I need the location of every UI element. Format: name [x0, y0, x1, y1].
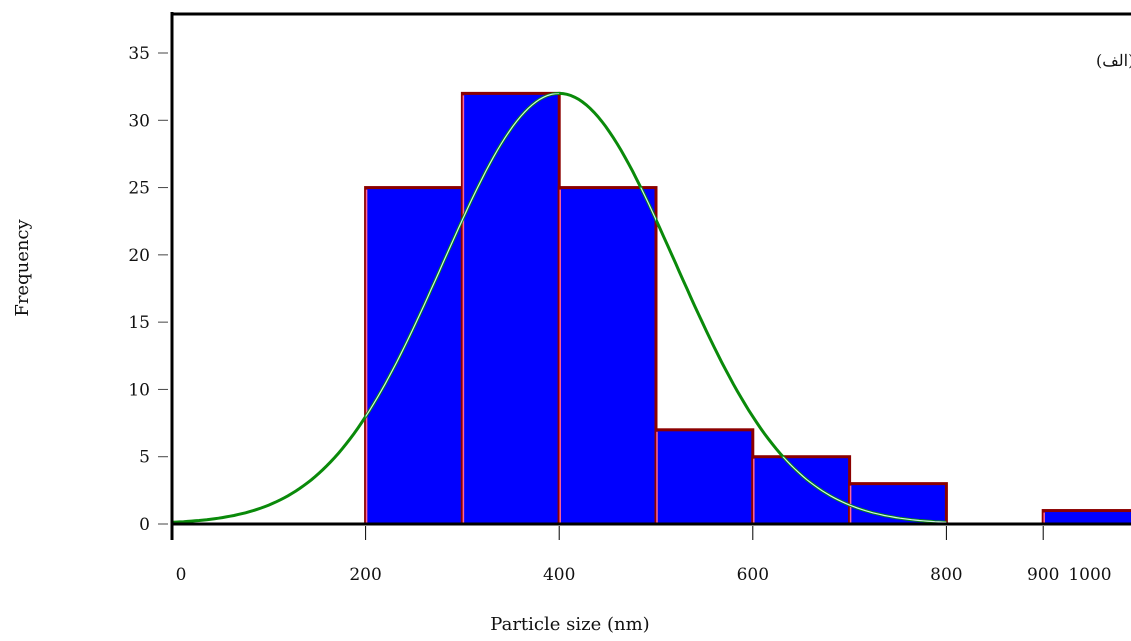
- x-tick-label: 900: [1027, 565, 1059, 585]
- fit-curve-layer: [171, 91, 947, 524]
- histogram-bar: [364, 186, 464, 526]
- x-tick-label: 200: [349, 565, 381, 585]
- histogram-bar: [654, 428, 755, 526]
- y-tick-label: 30: [128, 111, 150, 131]
- x-axis-title: Particle size (nm): [490, 614, 649, 635]
- y-tick-label: 10: [128, 380, 150, 400]
- y-tick-label: 0: [139, 515, 150, 535]
- panel-label: (الف): [1096, 51, 1131, 70]
- histogram-bar: [557, 186, 658, 526]
- axes-layer: [170, 12, 1131, 540]
- y-axis-title: Frequency: [12, 218, 33, 316]
- fit-curve-highlight: [365, 93, 947, 523]
- histogram-bar: [1041, 509, 1131, 526]
- y-tick-label: 25: [128, 179, 150, 199]
- x-tick-label: 800: [930, 565, 962, 585]
- bars-layer: [364, 91, 1131, 526]
- ticks-layer: 0 5 10 15 20 25 30 35 0 200 400 600 800 900 1000: [128, 44, 1111, 585]
- x-tick-label: 400: [543, 565, 575, 585]
- y-tick-label: 5: [139, 448, 150, 468]
- histogram-bar: [460, 91, 561, 526]
- histogram-bar: [751, 455, 852, 526]
- y-tick-label: 15: [128, 313, 150, 333]
- x-tick-label: 1000: [1068, 565, 1111, 585]
- y-tick-label: 20: [128, 246, 150, 266]
- x-tick-label: 600: [737, 565, 769, 585]
- y-tick-label: 35: [128, 44, 150, 64]
- x-tick-label: 0: [176, 565, 187, 585]
